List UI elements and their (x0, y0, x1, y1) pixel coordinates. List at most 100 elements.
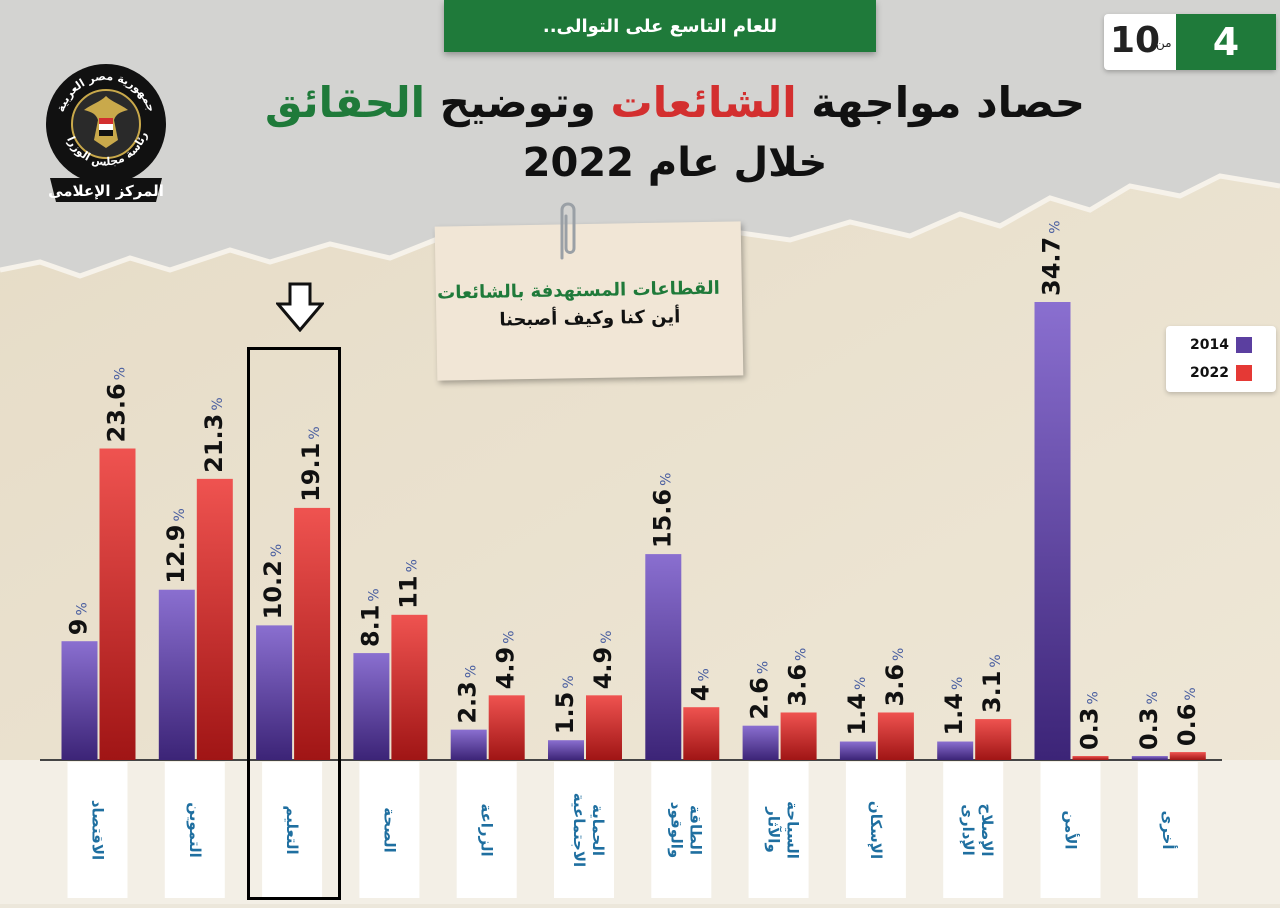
category-card: الزراعة (456, 762, 517, 898)
category-label: الإسكان (867, 801, 885, 859)
bar-2022 (586, 695, 622, 760)
category-card-bg (748, 762, 809, 898)
data-label: 4% (686, 668, 714, 701)
category-label: التعليم (283, 805, 301, 854)
title-part-4: الحقائق (264, 78, 426, 127)
edition-badge: للعام التاسع على التوالى.. (444, 0, 876, 52)
paperclip-icon (560, 202, 576, 260)
bar-2022 (877, 712, 914, 760)
category-card: الاقتصاد (67, 762, 128, 898)
bar-2022 (488, 695, 525, 760)
category-card-bg (164, 762, 225, 898)
data-label: 21.3% (200, 397, 228, 473)
bar-2022 (391, 614, 428, 760)
bar-2014 (645, 554, 682, 760)
category-label: الحمايةالاجتماعية (570, 793, 607, 867)
legend-label: 2022 (1190, 365, 1229, 381)
bar-2014 (158, 589, 195, 760)
category-card: أخرى (1137, 762, 1198, 898)
category-card-bg (554, 762, 614, 898)
bar-2014 (839, 741, 876, 760)
page-total: 10 (1110, 20, 1161, 61)
category-card: التعليم (262, 762, 323, 898)
category-card: الإسكان (845, 762, 906, 898)
bar-2014 (1034, 302, 1071, 760)
data-label: 3.6% (881, 648, 909, 707)
category-card: الحمايةالاجتماعية (554, 762, 614, 898)
legend-swatch-2014 (1236, 337, 1252, 353)
arrow-down-icon (276, 282, 324, 332)
category-card: الأمن (1040, 762, 1101, 898)
bar-2022 (1072, 756, 1109, 760)
page-number: 4 (1176, 14, 1276, 70)
category-label: أخرى (1159, 810, 1178, 849)
data-label: 4.9% (589, 630, 617, 689)
bar-2022 (1169, 752, 1206, 760)
category-label: الزراعة (478, 803, 496, 856)
bar-2014 (937, 741, 974, 760)
category-label: التموين (186, 802, 204, 858)
logo-text-bottom: المركز الإعلامى (48, 182, 164, 200)
data-label: 9% (65, 602, 93, 635)
data-label: 3.6% (784, 648, 812, 707)
bar-2022 (99, 448, 136, 760)
data-label: 11% (394, 559, 422, 609)
category-label: الأمن (1062, 810, 1080, 849)
data-label: 1.4% (843, 677, 871, 736)
highlight-frame (247, 347, 341, 900)
category-label: الصحة (380, 807, 398, 852)
data-label: 3.1% (978, 654, 1006, 713)
data-label: 4.9% (492, 630, 520, 689)
legend-item-2022: 2022 (1190, 362, 1252, 384)
category-card-bg (943, 762, 1004, 898)
data-label: 0.3% (1076, 691, 1104, 750)
bar-2014 (548, 740, 584, 760)
data-label: 2.6% (746, 661, 774, 720)
legend-item-2014: 2014 (1190, 334, 1252, 356)
data-label: 1.5% (551, 675, 579, 734)
category-label: الطاقةوالوقود (667, 802, 704, 858)
category-card-bg (456, 762, 517, 898)
data-label: 23.6% (103, 367, 131, 443)
eagle-emblem-icon (84, 96, 128, 148)
page-counter: 10 من 4 (1104, 14, 1276, 70)
bar-2014 (61, 641, 98, 760)
page-of-label: من (1156, 36, 1172, 50)
bar-2022 (975, 719, 1012, 760)
category-label: الإصلاحالإدارى (959, 803, 996, 856)
bar-2014 (256, 625, 293, 760)
category-card: الإصلاحالإدارى (943, 762, 1004, 898)
category-card: الطاقةوالوقود (651, 762, 712, 898)
category-card-bg (845, 762, 906, 898)
category-card: الصحة (359, 762, 420, 898)
data-label: 0.6% (1173, 687, 1201, 746)
bar-2014 (1131, 756, 1168, 760)
category-label: الاقتصاد (89, 800, 107, 860)
title-part-1: حصاد مواجهة (796, 78, 1086, 127)
data-label: 8.1% (356, 588, 384, 647)
data-label: 2.3% (454, 665, 482, 724)
category-card: السياحةوالآثار (748, 762, 809, 898)
bar-2022 (196, 478, 233, 760)
logo: جمهورية مصر العربية رئاسة مجلس الوزراء ا… (41, 52, 168, 204)
bar-2014 (742, 725, 779, 760)
category-card-bg (651, 762, 712, 898)
data-label: 12.9% (162, 508, 190, 584)
bar-2022 (683, 707, 720, 760)
category-card-bg (1137, 762, 1198, 898)
category-card-bg (359, 762, 420, 898)
bar-2022 (780, 712, 817, 760)
data-label: 0.3% (1135, 691, 1163, 750)
page-title: حصاد مواجهة الشائعات وتوضيح الحقائق (240, 78, 1110, 127)
category-card: التموين (164, 762, 225, 898)
title-part-2: الشائعات (610, 78, 797, 127)
category-card-bg (1040, 762, 1101, 898)
data-label: 1.4% (940, 677, 968, 736)
bar-2014 (353, 653, 390, 760)
legend-label: 2014 (1190, 337, 1229, 353)
data-label: 34.7% (1038, 220, 1066, 296)
legend-swatch-2022 (1236, 365, 1252, 381)
title-part-3: وتوضيح (425, 78, 611, 127)
bar-2022 (294, 507, 331, 760)
